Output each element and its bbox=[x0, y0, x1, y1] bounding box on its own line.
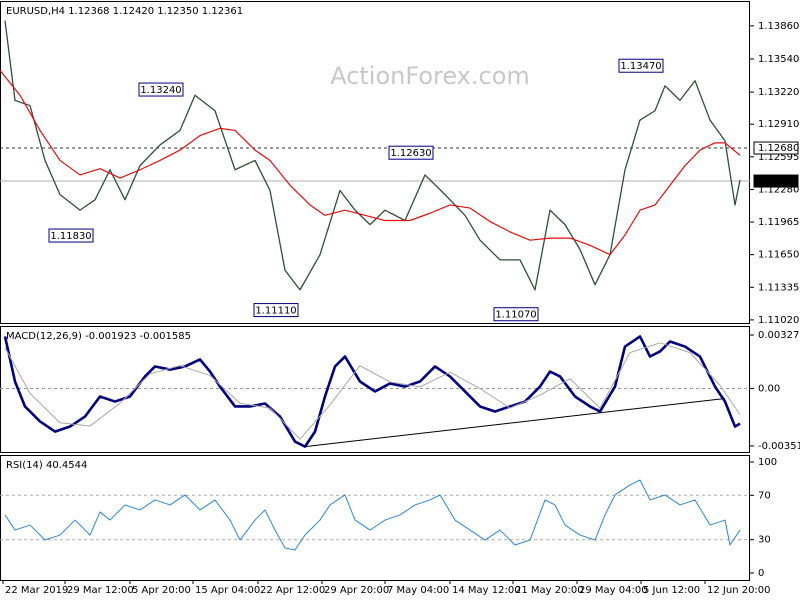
y-tick-label: 100 bbox=[758, 457, 777, 468]
panel-frame bbox=[0, 455, 750, 581]
y-tick-label: -0.003519 bbox=[758, 441, 800, 452]
y-tick-label: 1.11965 bbox=[758, 217, 799, 228]
series-line bbox=[3, 335, 741, 448]
series-line bbox=[4, 20, 741, 291]
panel-title: MACD(12,26,9) -0.001923 -0.001585 bbox=[6, 331, 191, 342]
y-tick-label: 1.12910 bbox=[758, 119, 799, 130]
x-tick-label: 5 Jun 12:00 bbox=[643, 585, 700, 596]
x-tick-label: 21 May 20:00 bbox=[515, 585, 584, 596]
x-tick-label: 14 May 12:00 bbox=[452, 585, 521, 596]
y-tick-label: 0 bbox=[758, 568, 764, 579]
y-tick-label: 0.003278 bbox=[758, 330, 800, 341]
trend-line bbox=[304, 397, 726, 448]
watermark: ActionForex.com bbox=[330, 62, 530, 90]
panel-frame bbox=[0, 1, 750, 324]
annotation-label: 1.11830 bbox=[50, 231, 91, 242]
x-tick-label: 22 Apr 12:00 bbox=[260, 585, 325, 596]
annotation-box bbox=[138, 82, 184, 97]
annotation-box bbox=[388, 145, 434, 160]
x-tick-label: 12 Jun 20:00 bbox=[707, 585, 771, 596]
y-tick-label: 0.00 bbox=[758, 384, 780, 395]
level-label-box bbox=[753, 141, 799, 155]
level-label: 1.12680 bbox=[758, 143, 799, 154]
x-tick-label: 22 Mar 2019 bbox=[5, 585, 68, 596]
y-tick-label: 1.12280 bbox=[758, 184, 799, 195]
annotation-label: 1.11110 bbox=[255, 306, 296, 317]
level-label-box bbox=[753, 174, 799, 188]
annotation-box bbox=[493, 307, 539, 322]
x-tick-label: 29 Mar 12:00 bbox=[67, 585, 134, 596]
y-tick-label: 1.11650 bbox=[758, 250, 799, 261]
y-tick-label: 1.13220 bbox=[758, 87, 799, 98]
series-line bbox=[0, 69, 741, 256]
annotation-label: 1.12630 bbox=[390, 148, 431, 159]
x-tick-label: 29 May 04:00 bbox=[579, 585, 648, 596]
annotation-label: 1.13470 bbox=[620, 61, 661, 72]
y-tick-label: 1.12595 bbox=[758, 152, 799, 163]
x-tick-label: 7 May 04:00 bbox=[387, 585, 449, 596]
y-tick-label: 30 bbox=[758, 535, 771, 546]
x-tick-label: 29 Apr 20:00 bbox=[324, 585, 389, 596]
y-tick-label: 70 bbox=[758, 490, 771, 501]
annotation-box bbox=[618, 58, 664, 73]
annotation-label: 1.11070 bbox=[495, 310, 536, 321]
annotation-box bbox=[48, 228, 94, 243]
y-tick-label: 1.13540 bbox=[758, 54, 799, 65]
series-line bbox=[4, 342, 741, 440]
x-tick-label: 15 Apr 04:00 bbox=[195, 585, 260, 596]
panel-frame bbox=[0, 326, 750, 453]
panel-title: RSI(14) 40.4544 bbox=[6, 460, 87, 471]
y-tick-label: 1.11020 bbox=[758, 315, 799, 326]
level-label: 1.12361 bbox=[758, 176, 799, 187]
y-tick-label: 1.13860 bbox=[758, 21, 799, 32]
annotation-box bbox=[253, 303, 299, 318]
y-tick-label: 1.11335 bbox=[758, 282, 799, 293]
panel-title: EURUSD,H4 1.12368 1.12420 1.12350 1.1236… bbox=[6, 6, 243, 17]
series-line bbox=[4, 479, 741, 551]
annotation-label: 1.13240 bbox=[140, 85, 181, 96]
x-tick-label: 5 Apr 20:00 bbox=[132, 585, 191, 596]
